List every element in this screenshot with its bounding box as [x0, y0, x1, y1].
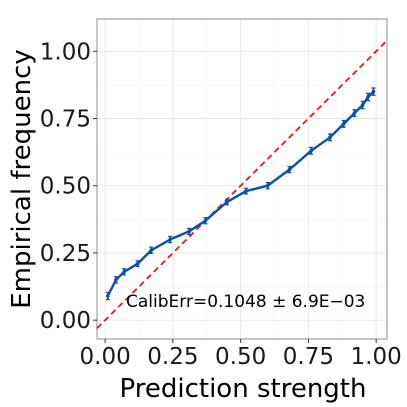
data-point	[122, 269, 126, 274]
data-point	[225, 200, 229, 204]
data-point	[371, 89, 376, 94]
data-point	[244, 189, 248, 193]
y-axis-ticks: 0.00 0.25 0.50 0.75 1.00	[40, 39, 97, 334]
x-tick-label: 0.25	[147, 344, 198, 370]
data-point	[265, 183, 270, 188]
y-tick-label: 0.50	[40, 174, 91, 200]
data-point	[187, 229, 191, 234]
data-point	[341, 122, 346, 126]
data-point	[135, 261, 140, 266]
y-axis-title: Empirical frequency	[7, 49, 37, 309]
data-point	[203, 218, 208, 223]
plot-frame	[96, 18, 388, 340]
x-tick-label: 1.00	[351, 344, 402, 370]
data-point	[360, 103, 365, 107]
data-point	[352, 111, 357, 115]
calibration-series	[105, 87, 376, 301]
data-point	[366, 95, 370, 99]
y-tick-label: 0.25	[40, 241, 91, 267]
x-tick-label: 0.75	[283, 344, 334, 370]
calibration-error-annotation: CalibErr=0.1048 ± 6.9E−03	[126, 292, 365, 312]
x-tick-label: 0.00	[80, 344, 131, 370]
data-point	[106, 294, 110, 298]
x-axis-title: Prediction strength	[120, 374, 367, 404]
grid-lines	[97, 19, 387, 339]
diagonal-reference	[96, 39, 388, 329]
y-tick-label: 0.75	[40, 106, 91, 132]
x-tick-label: 0.50	[215, 344, 266, 370]
y-tick-label: 0.00	[40, 308, 91, 334]
reference-diagonal-line	[96, 39, 388, 329]
y-tick-label: 1.00	[40, 39, 91, 65]
data-point	[149, 248, 154, 253]
data-point	[309, 148, 313, 153]
x-axis-ticks: 0.00 0.25 0.50 0.75 1.00	[80, 339, 402, 370]
data-point	[168, 237, 172, 242]
data-point	[328, 135, 332, 140]
data-point	[287, 167, 292, 172]
data-point	[114, 278, 118, 282]
